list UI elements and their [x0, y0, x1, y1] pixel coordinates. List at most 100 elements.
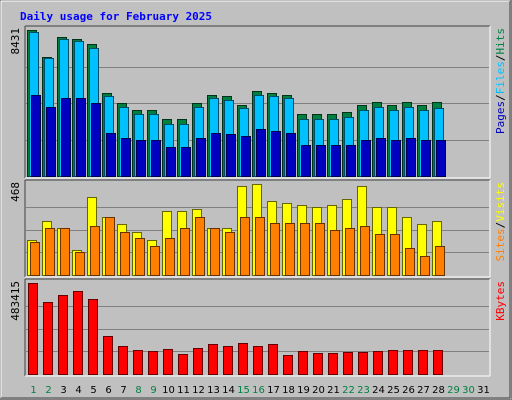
day-label-15: 15: [237, 385, 250, 396]
bar-visits-sites-day-10: [165, 238, 175, 276]
bar-hits-pages-day-24: [376, 138, 386, 177]
bar-visits-sites-day-6: [105, 217, 115, 276]
day-label-10: 10: [162, 385, 175, 396]
bar-kbytes-kbytes-day-26: [403, 350, 413, 375]
max-label-hits: 8431: [9, 28, 22, 55]
bar-visits-sites-day-5: [90, 226, 100, 276]
bar-kbytes-kbytes-day-10: [163, 349, 173, 375]
bar-kbytes-kbytes-day-1: [28, 283, 38, 375]
legend-entry: Hits: [494, 28, 507, 55]
day-label-26: 26: [402, 385, 415, 396]
bar-visits-sites-day-11: [180, 228, 190, 276]
bar-visits-sites-day-7: [120, 232, 130, 276]
bar-visits-sites-day-22: [345, 228, 355, 276]
day-label-24: 24: [372, 385, 385, 396]
day-label-16: 16: [252, 385, 265, 396]
legend-entry: KBytes: [494, 281, 507, 321]
bar-kbytes-kbytes-day-19: [298, 351, 308, 375]
bar-kbytes-kbytes-day-28: [433, 350, 443, 375]
bar-hits-pages-day-7: [121, 138, 131, 177]
day-label-19: 19: [297, 385, 310, 396]
legend-kbytes: KBytes: [494, 281, 507, 321]
day-axis: 1 2 3 4 5 6 7 8 9 10 11 12 13 14 15 16 17 18 19 20 21 22 23 24 2…: [30, 385, 490, 396]
bar-hits-pages-day-27: [421, 140, 431, 177]
bar-hits-pages-day-3: [61, 98, 71, 177]
day-label-23: 23: [357, 385, 370, 396]
bar-visits-sites-day-12: [195, 217, 205, 276]
max-label-visits: 468: [9, 182, 22, 202]
day-label-22: 22: [342, 385, 355, 396]
bar-kbytes-kbytes-day-23: [358, 352, 368, 375]
bar-visits-sites-day-28: [435, 246, 445, 276]
bar-kbytes-kbytes-day-20: [313, 353, 323, 375]
bar-hits-pages-day-22: [346, 145, 356, 177]
bar-visits-sites-day-18: [285, 223, 295, 276]
bar-kbytes-kbytes-day-4: [73, 291, 83, 375]
bar-visits-sites-day-4: [75, 252, 85, 276]
day-label-11: 11: [177, 385, 190, 396]
bar-kbytes-kbytes-day-7: [118, 346, 128, 375]
day-label-5: 5: [90, 385, 96, 396]
bar-hits-pages-day-9: [151, 140, 161, 177]
day-label-2: 2: [45, 385, 51, 396]
bar-visits-sites-day-24: [375, 234, 385, 276]
bar-visits-sites-day-13: [210, 228, 220, 276]
bar-visits-sites-day-21: [330, 230, 340, 276]
panel-visits: 468 Sites/Visits: [9, 179, 507, 278]
bar-hits-pages-day-19: [301, 145, 311, 177]
day-label-30: 30: [462, 385, 475, 396]
bar-kbytes-kbytes-day-15: [238, 343, 248, 375]
legend-entry: Visits: [494, 182, 507, 222]
legend-separator: /: [494, 55, 507, 62]
day-label-25: 25: [387, 385, 400, 396]
bar-visits-sites-day-8: [135, 238, 145, 276]
bar-hits-pages-day-1: [31, 95, 41, 177]
bar-visits-sites-day-2: [45, 228, 55, 276]
day-label-27: 27: [417, 385, 430, 396]
bar-kbytes-kbytes-day-2: [43, 302, 53, 375]
bar-hits-pages-day-6: [106, 133, 116, 177]
bar-hits-pages-day-8: [136, 140, 146, 177]
bar-hits-pages-day-2: [46, 107, 56, 177]
bar-visits-sites-day-19: [300, 223, 310, 276]
legend-entry: Files: [494, 61, 507, 94]
day-label-31: 31: [477, 385, 490, 396]
bar-kbytes-kbytes-day-24: [373, 351, 383, 375]
day-label-29: 29: [447, 385, 460, 396]
legend-entry: Pages: [494, 101, 507, 134]
panel-kbytes: 483415 KBytes: [9, 278, 507, 377]
bar-kbytes-kbytes-day-16: [253, 346, 263, 375]
bar-hits-pages-day-28: [436, 140, 446, 177]
max-label-kbytes: 483415: [9, 281, 22, 321]
bar-hits-pages-day-15: [241, 136, 251, 177]
bar-hits-pages-day-13: [211, 133, 221, 177]
bar-visits-sites-day-20: [315, 223, 325, 276]
bar-hits-pages-day-12: [196, 138, 206, 177]
bar-hits-pages-day-14: [226, 134, 236, 177]
bar-kbytes-kbytes-day-27: [418, 350, 428, 375]
day-label-20: 20: [312, 385, 325, 396]
legend-separator: /: [494, 94, 507, 101]
day-label-1: 1: [30, 385, 36, 396]
bar-kbytes-kbytes-day-13: [208, 344, 218, 375]
day-label-3: 3: [60, 385, 66, 396]
legend-entry: Sites: [494, 228, 507, 261]
bar-kbytes-kbytes-day-12: [193, 348, 203, 375]
bar-visits-sites-day-23: [360, 226, 370, 276]
chart-title: Daily usage for February 2025: [20, 10, 212, 23]
bar-kbytes-kbytes-day-21: [328, 353, 338, 375]
day-label-18: 18: [282, 385, 295, 396]
bar-visits-sites-day-25: [390, 234, 400, 276]
bar-visits-sites-day-15: [240, 217, 250, 276]
bar-hits-pages-day-20: [316, 145, 326, 177]
day-label-28: 28: [432, 385, 445, 396]
bar-kbytes-kbytes-day-3: [58, 295, 68, 375]
bar-hits-pages-day-4: [76, 98, 86, 177]
day-label-8: 8: [135, 385, 141, 396]
bar-visits-sites-day-9: [150, 246, 160, 276]
day-label-14: 14: [222, 385, 235, 396]
bar-kbytes-kbytes-day-14: [223, 346, 233, 375]
bar-kbytes-kbytes-day-5: [88, 299, 98, 375]
day-label-9: 9: [150, 385, 156, 396]
